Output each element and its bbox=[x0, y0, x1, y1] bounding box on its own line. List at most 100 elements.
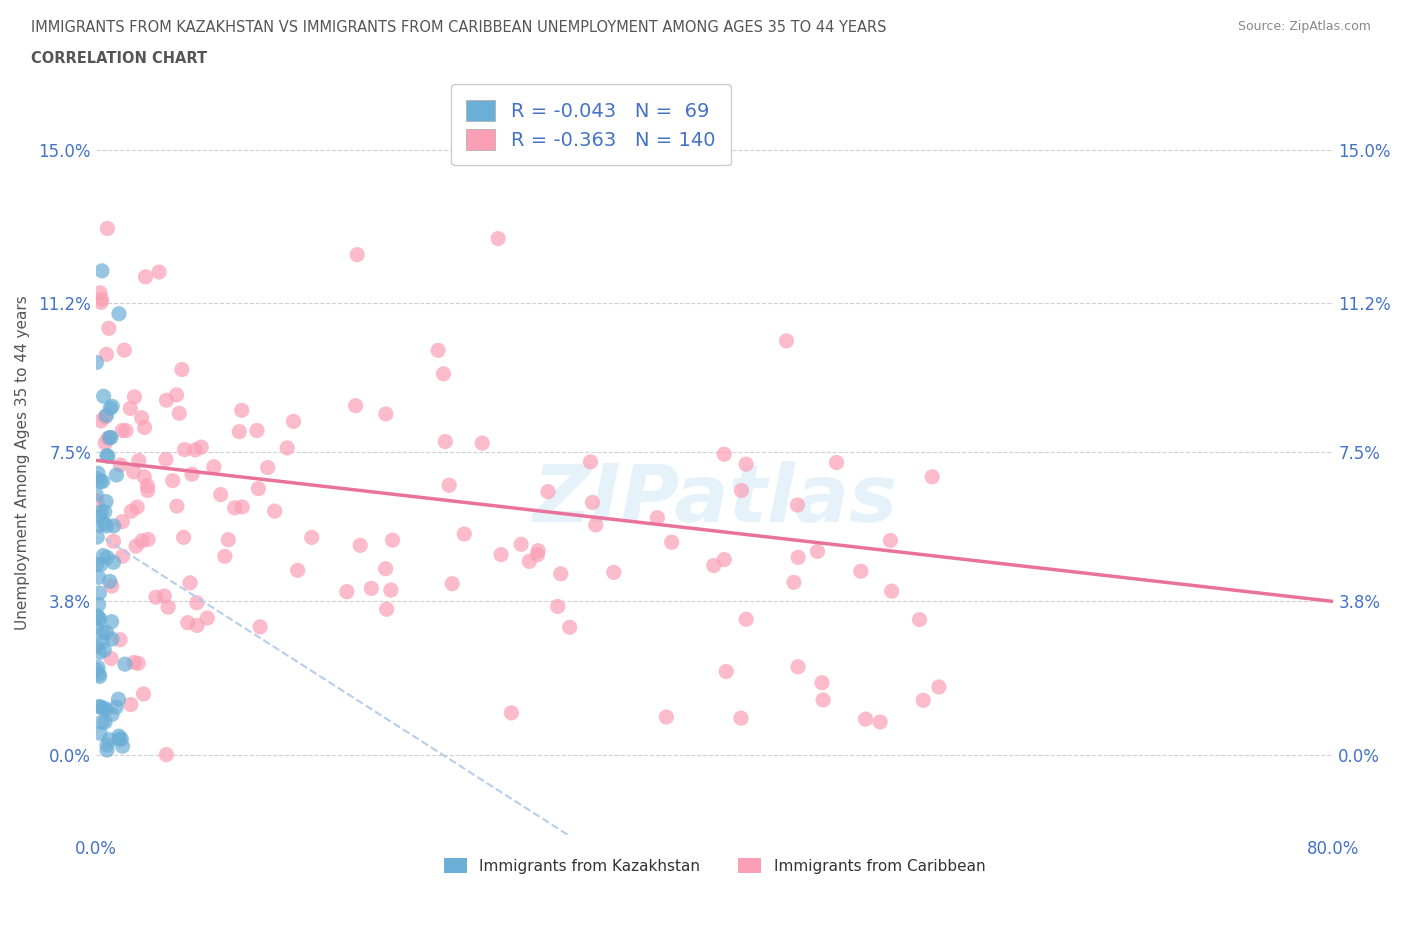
Point bbox=[184, 443, 207, 458]
Point bbox=[181, 467, 204, 482]
Point bbox=[550, 566, 572, 581]
Point bbox=[96, 448, 118, 463]
Point bbox=[173, 442, 195, 457]
Point bbox=[908, 612, 931, 627]
Point bbox=[661, 535, 683, 550]
Point bbox=[486, 232, 509, 246]
Point bbox=[195, 611, 218, 626]
Point bbox=[437, 478, 460, 493]
Point bbox=[703, 558, 725, 573]
Point bbox=[471, 435, 494, 450]
Point bbox=[124, 390, 146, 405]
Point bbox=[90, 474, 112, 489]
Point bbox=[855, 711, 877, 726]
Point bbox=[647, 511, 669, 525]
Point bbox=[231, 403, 253, 418]
Point bbox=[105, 468, 128, 483]
Point bbox=[811, 693, 834, 708]
Point bbox=[97, 321, 120, 336]
Point bbox=[131, 534, 153, 549]
Point bbox=[103, 518, 125, 533]
Point bbox=[603, 565, 626, 579]
Point bbox=[283, 414, 305, 429]
Point bbox=[93, 504, 115, 519]
Point bbox=[453, 526, 475, 541]
Point bbox=[276, 441, 298, 456]
Point bbox=[231, 499, 253, 514]
Point bbox=[90, 292, 112, 307]
Point bbox=[115, 423, 138, 438]
Point bbox=[155, 452, 177, 467]
Point bbox=[214, 549, 236, 564]
Point bbox=[166, 498, 188, 513]
Point bbox=[98, 431, 121, 445]
Point bbox=[86, 355, 108, 370]
Point bbox=[114, 657, 136, 671]
Point bbox=[120, 401, 142, 416]
Point bbox=[787, 659, 810, 674]
Point bbox=[128, 453, 150, 468]
Point bbox=[190, 440, 212, 455]
Point bbox=[86, 619, 108, 634]
Point bbox=[869, 714, 891, 729]
Point bbox=[167, 405, 190, 420]
Point bbox=[91, 474, 114, 489]
Point bbox=[287, 563, 309, 578]
Text: ZIPatlas: ZIPatlas bbox=[531, 460, 897, 538]
Point bbox=[96, 737, 118, 752]
Point bbox=[125, 538, 148, 553]
Point bbox=[579, 455, 602, 470]
Point bbox=[87, 597, 110, 612]
Point bbox=[100, 614, 122, 629]
Point bbox=[108, 732, 131, 747]
Point bbox=[132, 686, 155, 701]
Point bbox=[134, 470, 156, 485]
Point bbox=[98, 401, 121, 416]
Point bbox=[90, 295, 112, 310]
Y-axis label: Unemployment Among Ages 35 to 44 years: Unemployment Among Ages 35 to 44 years bbox=[15, 295, 30, 630]
Point bbox=[558, 620, 581, 635]
Point bbox=[111, 514, 134, 529]
Point bbox=[263, 504, 285, 519]
Point bbox=[107, 692, 129, 707]
Point bbox=[111, 423, 134, 438]
Point bbox=[100, 651, 122, 666]
Point bbox=[98, 574, 121, 589]
Point bbox=[153, 589, 176, 604]
Point bbox=[94, 714, 117, 729]
Point bbox=[94, 494, 117, 509]
Point bbox=[111, 738, 134, 753]
Point bbox=[173, 530, 195, 545]
Point bbox=[87, 610, 110, 625]
Point bbox=[375, 602, 398, 617]
Point bbox=[374, 561, 396, 576]
Point bbox=[336, 584, 359, 599]
Point bbox=[136, 478, 159, 493]
Point bbox=[87, 466, 110, 481]
Point bbox=[94, 409, 117, 424]
Point bbox=[775, 334, 797, 349]
Point bbox=[87, 660, 110, 675]
Point bbox=[93, 389, 115, 404]
Point bbox=[427, 343, 450, 358]
Point bbox=[90, 557, 112, 572]
Point bbox=[89, 586, 111, 601]
Point bbox=[111, 549, 134, 564]
Point bbox=[91, 625, 114, 640]
Point bbox=[246, 423, 269, 438]
Point bbox=[879, 533, 901, 548]
Point bbox=[811, 675, 834, 690]
Point bbox=[489, 547, 512, 562]
Point bbox=[110, 458, 132, 472]
Point bbox=[103, 534, 125, 549]
Point bbox=[86, 519, 108, 534]
Point bbox=[98, 732, 121, 747]
Point bbox=[501, 706, 523, 721]
Point bbox=[825, 455, 848, 470]
Point bbox=[346, 247, 368, 262]
Point bbox=[381, 533, 404, 548]
Point bbox=[100, 578, 122, 593]
Point bbox=[228, 424, 250, 439]
Point bbox=[89, 509, 111, 524]
Point bbox=[89, 612, 111, 627]
